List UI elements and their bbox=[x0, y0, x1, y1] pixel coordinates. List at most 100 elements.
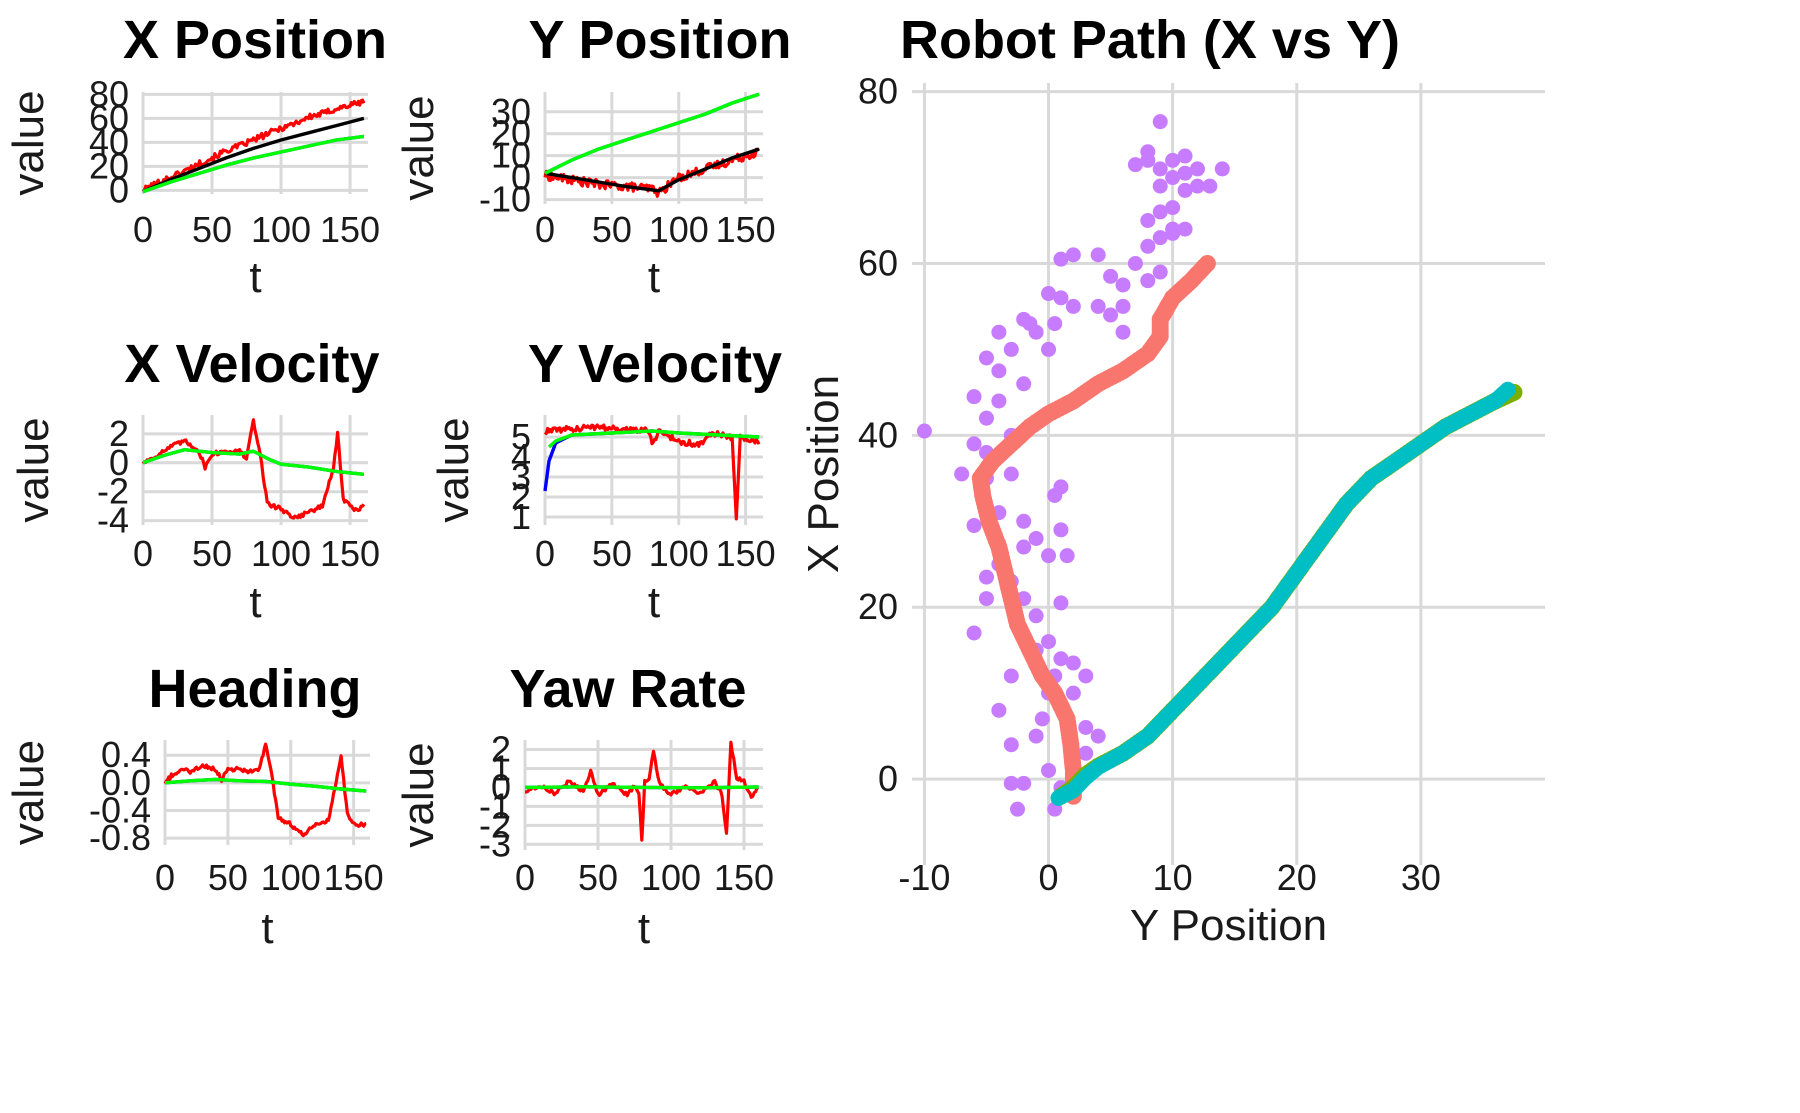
chart-title: Robot Path (X vs Y) bbox=[900, 10, 1400, 70]
data-point bbox=[1103, 307, 1119, 323]
data-point bbox=[1016, 539, 1032, 555]
data-point bbox=[1127, 157, 1143, 173]
x-axis-label: Y Position bbox=[1130, 901, 1327, 950]
y-tick-label: 2 bbox=[491, 728, 511, 769]
x-tick-label: 150 bbox=[716, 533, 776, 574]
series-line bbox=[141, 418, 366, 520]
series-line bbox=[142, 116, 365, 194]
y-tick-label: 60 bbox=[89, 97, 129, 138]
chart-title: Y Position bbox=[528, 10, 791, 70]
chart-title: Y Velocity bbox=[528, 334, 782, 394]
data-point bbox=[1003, 341, 1019, 357]
y-tick-label: -10 bbox=[479, 179, 531, 220]
y-tick-label: 0.4 bbox=[101, 734, 151, 775]
data-point bbox=[1041, 762, 1057, 778]
data-point bbox=[1065, 655, 1081, 671]
data-point bbox=[1047, 316, 1063, 332]
y-tick-label: -4 bbox=[97, 500, 129, 541]
y-tick-label: 5 bbox=[511, 416, 531, 457]
x-axis-label: t bbox=[648, 253, 660, 302]
data-point bbox=[991, 393, 1007, 409]
y-tick-label: 3 bbox=[511, 456, 531, 497]
y-axis-label: value bbox=[394, 742, 443, 847]
series-line bbox=[142, 134, 365, 194]
data-point bbox=[1053, 595, 1069, 611]
y-axis-label: value bbox=[4, 90, 53, 195]
data-point bbox=[1016, 513, 1032, 529]
data-point bbox=[978, 591, 994, 607]
series-line bbox=[164, 777, 367, 793]
y-axis-label: value bbox=[9, 417, 58, 522]
y-tick-label: 10 bbox=[491, 135, 531, 176]
data-point bbox=[1152, 264, 1168, 280]
x-tick-label: 100 bbox=[641, 857, 701, 898]
data-point bbox=[1140, 212, 1156, 228]
data-point bbox=[1177, 182, 1193, 198]
series-line bbox=[142, 134, 365, 194]
data-point bbox=[1140, 273, 1156, 289]
data-point bbox=[1016, 376, 1032, 392]
data-point bbox=[1103, 268, 1119, 284]
x-tick-label: 100 bbox=[251, 533, 311, 574]
data-point bbox=[1078, 668, 1094, 684]
data-point bbox=[1214, 161, 1230, 177]
y-tick-label: -0.8 bbox=[89, 817, 151, 858]
y-tick-label: 40 bbox=[858, 414, 898, 455]
data-point bbox=[1053, 651, 1069, 667]
data-point bbox=[978, 410, 994, 426]
y-tick-label: 20 bbox=[491, 113, 531, 154]
x-tick-label: 0 bbox=[133, 533, 153, 574]
data-point bbox=[1127, 255, 1143, 271]
x-tick-label: 100 bbox=[261, 857, 321, 898]
data-point bbox=[1115, 298, 1131, 314]
data-point bbox=[1028, 530, 1044, 546]
y-tick-label: -0.4 bbox=[89, 789, 151, 830]
data-point bbox=[1165, 152, 1181, 168]
y-tick-label: 0.0 bbox=[101, 762, 151, 803]
data-point bbox=[1152, 161, 1168, 177]
y-tick-label: 0 bbox=[109, 442, 129, 483]
data-point bbox=[1189, 161, 1205, 177]
data-point bbox=[1115, 324, 1131, 340]
data-point bbox=[1090, 247, 1106, 263]
y-tick-label: -1 bbox=[479, 785, 511, 826]
y-tick-label: -2 bbox=[97, 471, 129, 512]
data-point bbox=[1165, 200, 1181, 216]
x-tick-label: 10 bbox=[1153, 857, 1193, 898]
data-point bbox=[1152, 178, 1168, 194]
data-point bbox=[1003, 775, 1019, 791]
data-point bbox=[1090, 298, 1106, 314]
data-point bbox=[1165, 170, 1181, 186]
data-point bbox=[1140, 144, 1156, 160]
y-tick-label: 20 bbox=[89, 145, 129, 186]
data-point bbox=[1152, 204, 1168, 220]
data-point bbox=[1053, 251, 1069, 267]
data-point bbox=[1152, 230, 1168, 246]
y-tick-label: 4 bbox=[511, 436, 531, 477]
y-tick-label: 0 bbox=[491, 766, 511, 807]
data-point bbox=[1065, 298, 1081, 314]
y-axis-label: value bbox=[4, 740, 53, 845]
data-point bbox=[1053, 479, 1069, 495]
y-axis-label: value bbox=[394, 95, 443, 200]
y-tick-label: 30 bbox=[491, 91, 531, 132]
x-tick-label: 100 bbox=[251, 209, 311, 250]
data-point bbox=[1177, 148, 1193, 164]
series-line bbox=[544, 147, 760, 193]
series-line bbox=[544, 92, 760, 175]
y-tick-label: 1 bbox=[491, 747, 511, 788]
data-point bbox=[1041, 286, 1057, 302]
data-point bbox=[991, 363, 1007, 379]
y-tick-label: -2 bbox=[479, 804, 511, 845]
chart-title: Yaw Rate bbox=[509, 659, 746, 719]
data-point bbox=[1022, 316, 1038, 332]
panel-heading: 0 50 100 150 -0.8-0.40.00.4 Heading t value bbox=[4, 659, 384, 953]
x-axis-label: t bbox=[261, 904, 273, 953]
data-point bbox=[1016, 775, 1032, 791]
chart-title: Heading bbox=[148, 659, 361, 719]
